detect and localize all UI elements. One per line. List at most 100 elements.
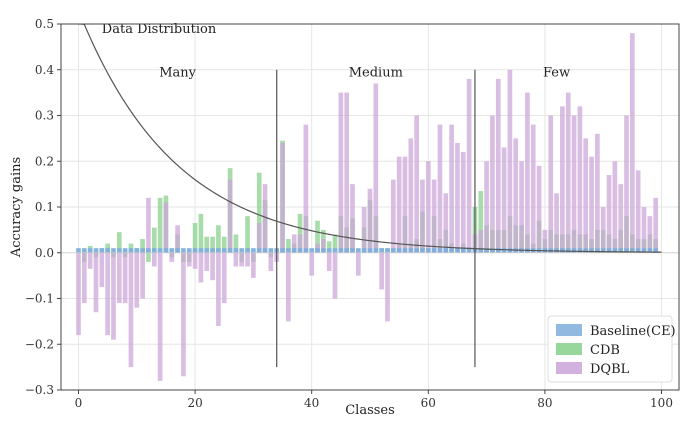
bar-dqbl xyxy=(449,125,454,253)
legend-label-baseline-ce: Baseline(CE) xyxy=(590,324,676,339)
bar-baseline-ce xyxy=(199,248,204,253)
bar-dqbl xyxy=(636,170,641,252)
bar-dqbl xyxy=(164,202,169,252)
bar-dqbl xyxy=(187,253,192,267)
y-tick-label: 0.0 xyxy=(35,246,54,260)
bar-dqbl xyxy=(304,125,309,253)
bar-dqbl xyxy=(618,184,623,253)
bar-baseline-ce xyxy=(426,248,431,253)
y-tick-label: 0.2 xyxy=(35,154,54,168)
y-tick-label: 0.3 xyxy=(35,109,54,123)
legend: Baseline(CE)CDBDQBL xyxy=(548,316,676,382)
bar-dqbl xyxy=(123,253,128,303)
bar-dqbl xyxy=(245,253,250,267)
bar-dqbl xyxy=(216,253,221,326)
bar-dqbl xyxy=(374,83,379,252)
bar-baseline-ce xyxy=(304,248,309,253)
bar-baseline-ce xyxy=(123,248,128,253)
bar-dqbl xyxy=(566,93,571,253)
bar-dqbl xyxy=(513,138,518,252)
bar-baseline-ce xyxy=(105,248,110,253)
bar-baseline-ce xyxy=(292,248,297,253)
bar-baseline-ce xyxy=(158,248,163,253)
bar-dqbl xyxy=(344,93,349,253)
bar-dqbl xyxy=(572,116,577,253)
x-axis-label: Classes xyxy=(345,403,395,418)
bar-baseline-ce xyxy=(385,248,390,253)
bar-baseline-ce xyxy=(239,248,244,253)
bar-baseline-ce xyxy=(169,248,174,253)
bar-dqbl xyxy=(269,253,274,271)
bar-dqbl xyxy=(583,138,588,252)
bar-baseline-ce xyxy=(315,248,320,253)
bar-dqbl xyxy=(134,253,139,308)
bar-baseline-ce xyxy=(251,248,256,253)
legend-swatch-cdb xyxy=(556,343,582,355)
bar-baseline-ce xyxy=(216,248,221,253)
legend-swatch-baseline-ce xyxy=(556,324,582,336)
bar-baseline-ce xyxy=(496,248,501,253)
bar-baseline-ce xyxy=(117,248,122,253)
bar-dqbl xyxy=(146,198,151,253)
bar-baseline-ce xyxy=(420,248,425,253)
x-tick-label: 80 xyxy=(537,396,552,410)
bar-dqbl xyxy=(333,253,338,299)
x-tick-label: 20 xyxy=(187,396,202,410)
bar-dqbl xyxy=(204,253,209,271)
bar-dqbl xyxy=(169,253,174,262)
bar-baseline-ce xyxy=(461,248,466,253)
bar-dqbl xyxy=(607,175,612,253)
bar-dqbl xyxy=(461,152,466,253)
bar-dqbl xyxy=(601,207,606,253)
bar-baseline-ce xyxy=(344,248,349,253)
y-tick-label: −0.1 xyxy=(25,292,54,306)
bar-dqbl xyxy=(158,253,163,381)
bar-baseline-ce xyxy=(99,248,104,253)
bar-baseline-ce xyxy=(286,248,291,253)
bar-dqbl xyxy=(391,180,396,253)
bar-dqbl xyxy=(228,180,233,253)
bar-baseline-ce xyxy=(210,248,215,253)
bar-dqbl xyxy=(443,193,448,252)
bar-dqbl xyxy=(502,148,507,253)
bar-baseline-ce xyxy=(379,248,384,253)
bar-baseline-ce xyxy=(374,248,379,253)
bar-baseline-ce xyxy=(164,248,169,253)
legend-label-dqbl: DQBL xyxy=(590,362,630,377)
bar-baseline-ce xyxy=(234,248,239,253)
bar-cdb xyxy=(146,253,151,262)
bar-baseline-ce xyxy=(502,248,507,253)
bar-baseline-ce xyxy=(298,248,303,253)
bar-dqbl xyxy=(554,193,559,252)
y-tick-label: 0.1 xyxy=(35,200,54,214)
bar-dqbl xyxy=(578,106,583,252)
bar-dqbl xyxy=(548,116,553,253)
bar-baseline-ce xyxy=(111,248,116,253)
bar-dqbl xyxy=(630,33,635,253)
bar-dqbl xyxy=(76,253,81,335)
bar-baseline-ce xyxy=(129,248,134,253)
bar-baseline-ce xyxy=(257,248,262,253)
bar-baseline-ce xyxy=(140,248,145,253)
bar-dqbl xyxy=(362,207,367,253)
bar-baseline-ce xyxy=(228,248,233,253)
bar-dqbl xyxy=(199,253,204,283)
bar-baseline-ce xyxy=(152,248,157,253)
bar-dqbl xyxy=(193,253,198,269)
bar-baseline-ce xyxy=(368,248,373,253)
bar-cdb xyxy=(245,216,250,253)
bar-dqbl xyxy=(490,116,495,253)
bar-baseline-ce xyxy=(333,248,338,253)
bar-dqbl xyxy=(327,253,332,271)
bar-baseline-ce xyxy=(280,248,285,253)
bar-dqbl xyxy=(642,207,647,253)
bar-baseline-ce xyxy=(578,248,583,253)
bar-dqbl xyxy=(648,216,653,253)
bar-baseline-ce xyxy=(204,248,209,253)
bar-dqbl xyxy=(339,93,344,253)
bar-dqbl xyxy=(537,166,542,253)
bar-baseline-ce xyxy=(76,248,81,253)
bar-baseline-ce xyxy=(438,248,443,253)
region-label-few: Few xyxy=(543,66,570,81)
region-label-many: Many xyxy=(159,66,196,81)
